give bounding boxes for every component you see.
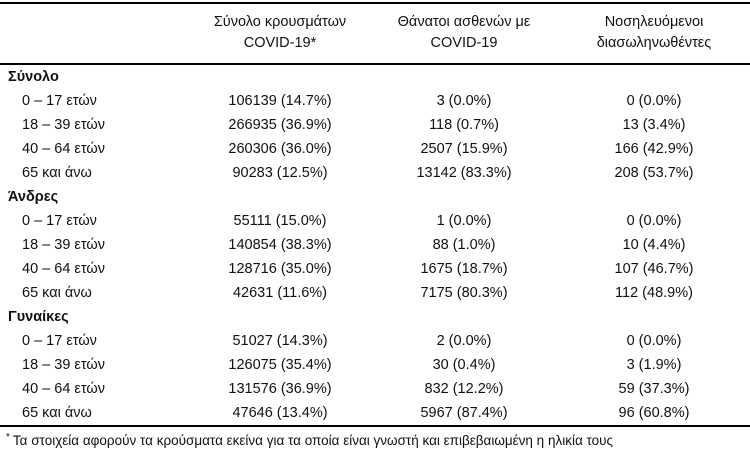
- deaths-cell: 2 (0.0%): [436, 333, 492, 349]
- group-row-women: Γυναίκες: [0, 305, 750, 329]
- row-label: 65 και άνω: [22, 405, 92, 421]
- header-deaths-column: Θάνατοι ασθενών με COVID-19: [370, 3, 558, 65]
- cases-cell: 260306 (36.0%): [228, 141, 332, 157]
- table-body: Σύνολο 0 – 17 ετών 106139 (14.7%) 3 (0.0…: [0, 64, 750, 426]
- row-label: 40 – 64 ετών: [22, 381, 105, 397]
- intubated-cell: 0 (0.0%): [626, 213, 682, 229]
- cases-cell: 42631 (11.6%): [232, 285, 328, 301]
- header-intubated-line1: Νοσηλευόμενοι: [604, 14, 704, 30]
- cases-cell: 47646 (13.4%): [232, 405, 328, 421]
- cases-cell: 90283 (12.5%): [232, 165, 328, 181]
- deaths-cell: 13142 (83.3%): [416, 165, 512, 181]
- deaths-cell: 5967 (87.4%): [420, 405, 508, 421]
- cases-cell: 140854 (38.3%): [228, 237, 332, 253]
- footnote-asterisk-marker: *: [6, 431, 10, 443]
- row-label: 40 – 64 ετών: [22, 261, 105, 277]
- cases-cell: 126075 (35.4%): [228, 357, 332, 373]
- group-row-men: Άνδρες: [0, 185, 750, 209]
- intubated-cell: 112 (48.9%): [615, 285, 693, 301]
- header-deaths-line1: Θάνατοι ασθενών με: [397, 14, 531, 30]
- footnote-text: Τα στοιχεία αφορούν τα κρούσματα εκείνα …: [12, 433, 614, 448]
- cases-cell: 266935 (36.9%): [228, 117, 332, 133]
- header-deaths-line2: COVID-19: [430, 35, 498, 51]
- table-row: 0 – 17 ετών 51027 (14.3%) 2 (0.0%) 0 (0.…: [0, 329, 750, 353]
- group-row-total: Σύνολο: [0, 64, 750, 89]
- table-row: 18 – 39 ετών 126075 (35.4%) 30 (0.4%) 3 …: [0, 353, 750, 377]
- group-label: Σύνολο: [8, 69, 59, 85]
- cases-cell: 128716 (35.0%): [228, 261, 332, 277]
- intubated-cell: 208 (53.7%): [614, 165, 694, 181]
- deaths-cell: 3 (0.0%): [436, 93, 492, 109]
- deaths-cell: 88 (1.0%): [432, 237, 496, 253]
- cases-cell: 55111 (15.0%): [233, 213, 327, 229]
- deaths-cell: 1 (0.0%): [436, 213, 492, 229]
- table-row: 40 – 64 ετών 260306 (36.0%) 2507 (15.9%)…: [0, 137, 750, 161]
- row-label: 0 – 17 ετών: [22, 93, 97, 109]
- header-empty-cell: [0, 3, 190, 65]
- table-header: Σύνολο κρουσμάτων COVID-19* Θάνατοι ασθε…: [0, 3, 750, 65]
- intubated-cell: 59 (37.3%): [618, 381, 690, 397]
- header-cases-line2: COVID-19*: [243, 35, 317, 51]
- intubated-cell: 3 (1.9%): [626, 357, 682, 373]
- row-label: 65 και άνω: [22, 165, 92, 181]
- table-row: 18 – 39 ετών 140854 (38.3%) 88 (1.0%) 10…: [0, 233, 750, 257]
- deaths-cell: 118 (0.7%): [429, 117, 499, 133]
- row-label: 0 – 17 ετών: [22, 213, 97, 229]
- row-label: 40 – 64 ετών: [22, 141, 105, 157]
- footnote: * Τα στοιχεία αφορούν τα κρούσματα εκείνα…: [0, 427, 750, 448]
- intubated-cell: 10 (4.4%): [622, 237, 686, 253]
- row-label: 18 – 39 ετών: [22, 117, 105, 133]
- table-row: 0 – 17 ετών 55111 (15.0%) 1 (0.0%) 0 (0.…: [0, 209, 750, 233]
- table-row: 40 – 64 ετών 128716 (35.0%) 1675 (18.7%)…: [0, 257, 750, 281]
- table-row: 65 και άνω 90283 (12.5%) 13142 (83.3%) 2…: [0, 161, 750, 185]
- row-label: 18 – 39 ετών: [22, 357, 105, 373]
- table-row: 18 – 39 ετών 266935 (36.9%) 118 (0.7%) 1…: [0, 113, 750, 137]
- intubated-cell: 107 (46.7%): [614, 261, 694, 277]
- row-label: 0 – 17 ετών: [22, 333, 97, 349]
- header-intubated-column: Νοσηλευόμενοι διασωληνωθέντες: [558, 3, 750, 65]
- intubated-cell: 0 (0.0%): [626, 333, 682, 349]
- row-label: 65 και άνω: [22, 285, 92, 301]
- intubated-cell: 166 (42.9%): [614, 141, 694, 157]
- row-label: 18 – 39 ετών: [22, 237, 105, 253]
- cases-cell: 106139 (14.7%): [228, 93, 332, 109]
- group-label: Άνδρες: [8, 189, 59, 205]
- header-cases-line1: Σύνολο κρουσμάτων: [213, 14, 347, 30]
- intubated-cell: 0 (0.0%): [626, 93, 682, 109]
- header-cases-column: Σύνολο κρουσμάτων COVID-19*: [190, 3, 370, 65]
- intubated-cell: 13 (3.4%): [622, 117, 686, 133]
- deaths-cell: 7175 (80.3%): [420, 285, 508, 301]
- group-label: Γυναίκες: [8, 309, 69, 325]
- table-row: 65 και άνω 42631 (11.6%) 7175 (80.3%) 11…: [0, 281, 750, 305]
- deaths-cell: 1675 (18.7%): [420, 261, 508, 277]
- deaths-cell: 2507 (15.9%): [420, 141, 508, 157]
- table-row: 0 – 17 ετών 106139 (14.7%) 3 (0.0%) 0 (0…: [0, 89, 750, 113]
- intubated-cell: 96 (60.8%): [618, 405, 690, 421]
- covid-statistics-table: Σύνολο κρουσμάτων COVID-19* Θάνατοι ασθε…: [0, 2, 750, 427]
- header-row: Σύνολο κρουσμάτων COVID-19* Θάνατοι ασθε…: [0, 3, 750, 65]
- cases-cell: 51027 (14.3%): [232, 333, 328, 349]
- deaths-cell: 30 (0.4%): [432, 357, 496, 373]
- cases-cell: 131576 (36.9%): [228, 381, 332, 397]
- deaths-cell: 832 (12.2%): [424, 381, 504, 397]
- table-row: 40 – 64 ετών 131576 (36.9%) 832 (12.2%) …: [0, 377, 750, 401]
- header-intubated-line2: διασωληνωθέντες: [596, 35, 712, 51]
- table-row: 65 και άνω 47646 (13.4%) 5967 (87.4%) 96…: [0, 401, 750, 426]
